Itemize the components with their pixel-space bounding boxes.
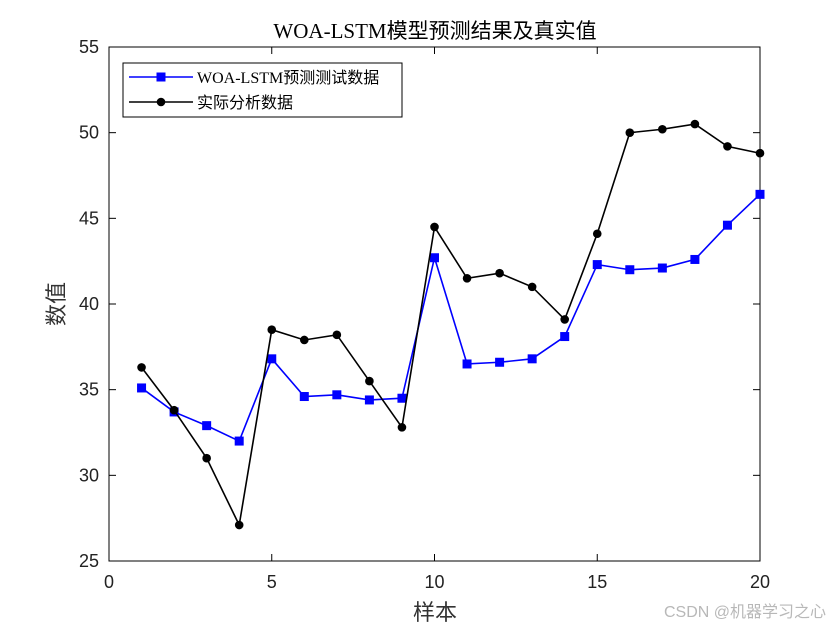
data-point-square (462, 359, 472, 369)
data-point-square (527, 354, 537, 364)
data-point-square (137, 383, 147, 393)
data-point-circle (495, 268, 504, 278)
data-point-square (332, 390, 342, 400)
plot-area (108, 46, 761, 562)
data-point-circle (234, 520, 244, 530)
data-point-square (560, 332, 570, 342)
data-point-circle (527, 282, 537, 292)
data-point-square (202, 421, 212, 431)
data-point-square (495, 357, 505, 367)
legend-box (122, 62, 403, 118)
data-point-square (397, 393, 407, 403)
data-point-circle (300, 335, 309, 345)
data-point-square (755, 189, 765, 199)
y-tick-label: 40 (79, 294, 99, 314)
data-point-square (690, 254, 700, 264)
x-tick-label: 5 (267, 572, 277, 592)
data-point-circle (137, 363, 146, 372)
data-point-circle (560, 315, 569, 324)
data-point-circle (658, 124, 667, 134)
y-tick-label: 25 (79, 551, 99, 571)
x-tick-label: 15 (587, 572, 607, 592)
series-line-1 (141, 193, 761, 443)
watermark-text: CSDN @机器学习之心 (663, 604, 826, 621)
data-point-square (267, 354, 277, 364)
legend-label: WOA-LSTM预测测试数据 (197, 69, 379, 87)
data-point-circle (332, 330, 342, 340)
y-tick-label: 55 (79, 37, 99, 57)
data-point-circle (430, 222, 439, 232)
data-point-circle (723, 142, 732, 151)
series-line-2 (140, 123, 761, 528)
data-point-circle (462, 274, 472, 283)
data-point-circle (397, 423, 407, 432)
legend-marker (156, 97, 166, 107)
x-axis-label: 样本 (413, 600, 457, 625)
y-axis-label: 数值 (44, 282, 69, 326)
y-tick-label: 45 (79, 208, 99, 228)
data-point-square (364, 395, 374, 405)
y-tick-label: 35 (79, 380, 99, 400)
data-point-square (234, 436, 244, 446)
data-point-square (625, 265, 635, 275)
y-tick-label: 50 (79, 123, 99, 143)
chart-title: WOA-LSTM模型预测结果及真实值 (273, 19, 596, 43)
x-tick-label: 20 (750, 572, 770, 592)
data-point-circle (592, 229, 602, 239)
x-tick-label: 10 (424, 572, 444, 592)
data-point-circle (365, 376, 374, 386)
data-point-circle (690, 119, 700, 129)
x-tick-label: 0 (104, 572, 114, 592)
data-point-square (299, 392, 309, 402)
legend-marker (156, 72, 166, 82)
data-point-circle (202, 453, 211, 463)
data-point-square (430, 253, 439, 263)
data-point-circle (625, 128, 635, 137)
y-tick-label: 30 (79, 465, 99, 485)
data-point-circle (169, 405, 179, 415)
data-point-square (657, 263, 667, 273)
legend-label: 实际分析数据 (197, 94, 293, 112)
data-point-square (592, 260, 602, 270)
data-point-square (722, 220, 732, 230)
data-point-circle (267, 325, 277, 335)
data-point-circle (755, 148, 765, 158)
